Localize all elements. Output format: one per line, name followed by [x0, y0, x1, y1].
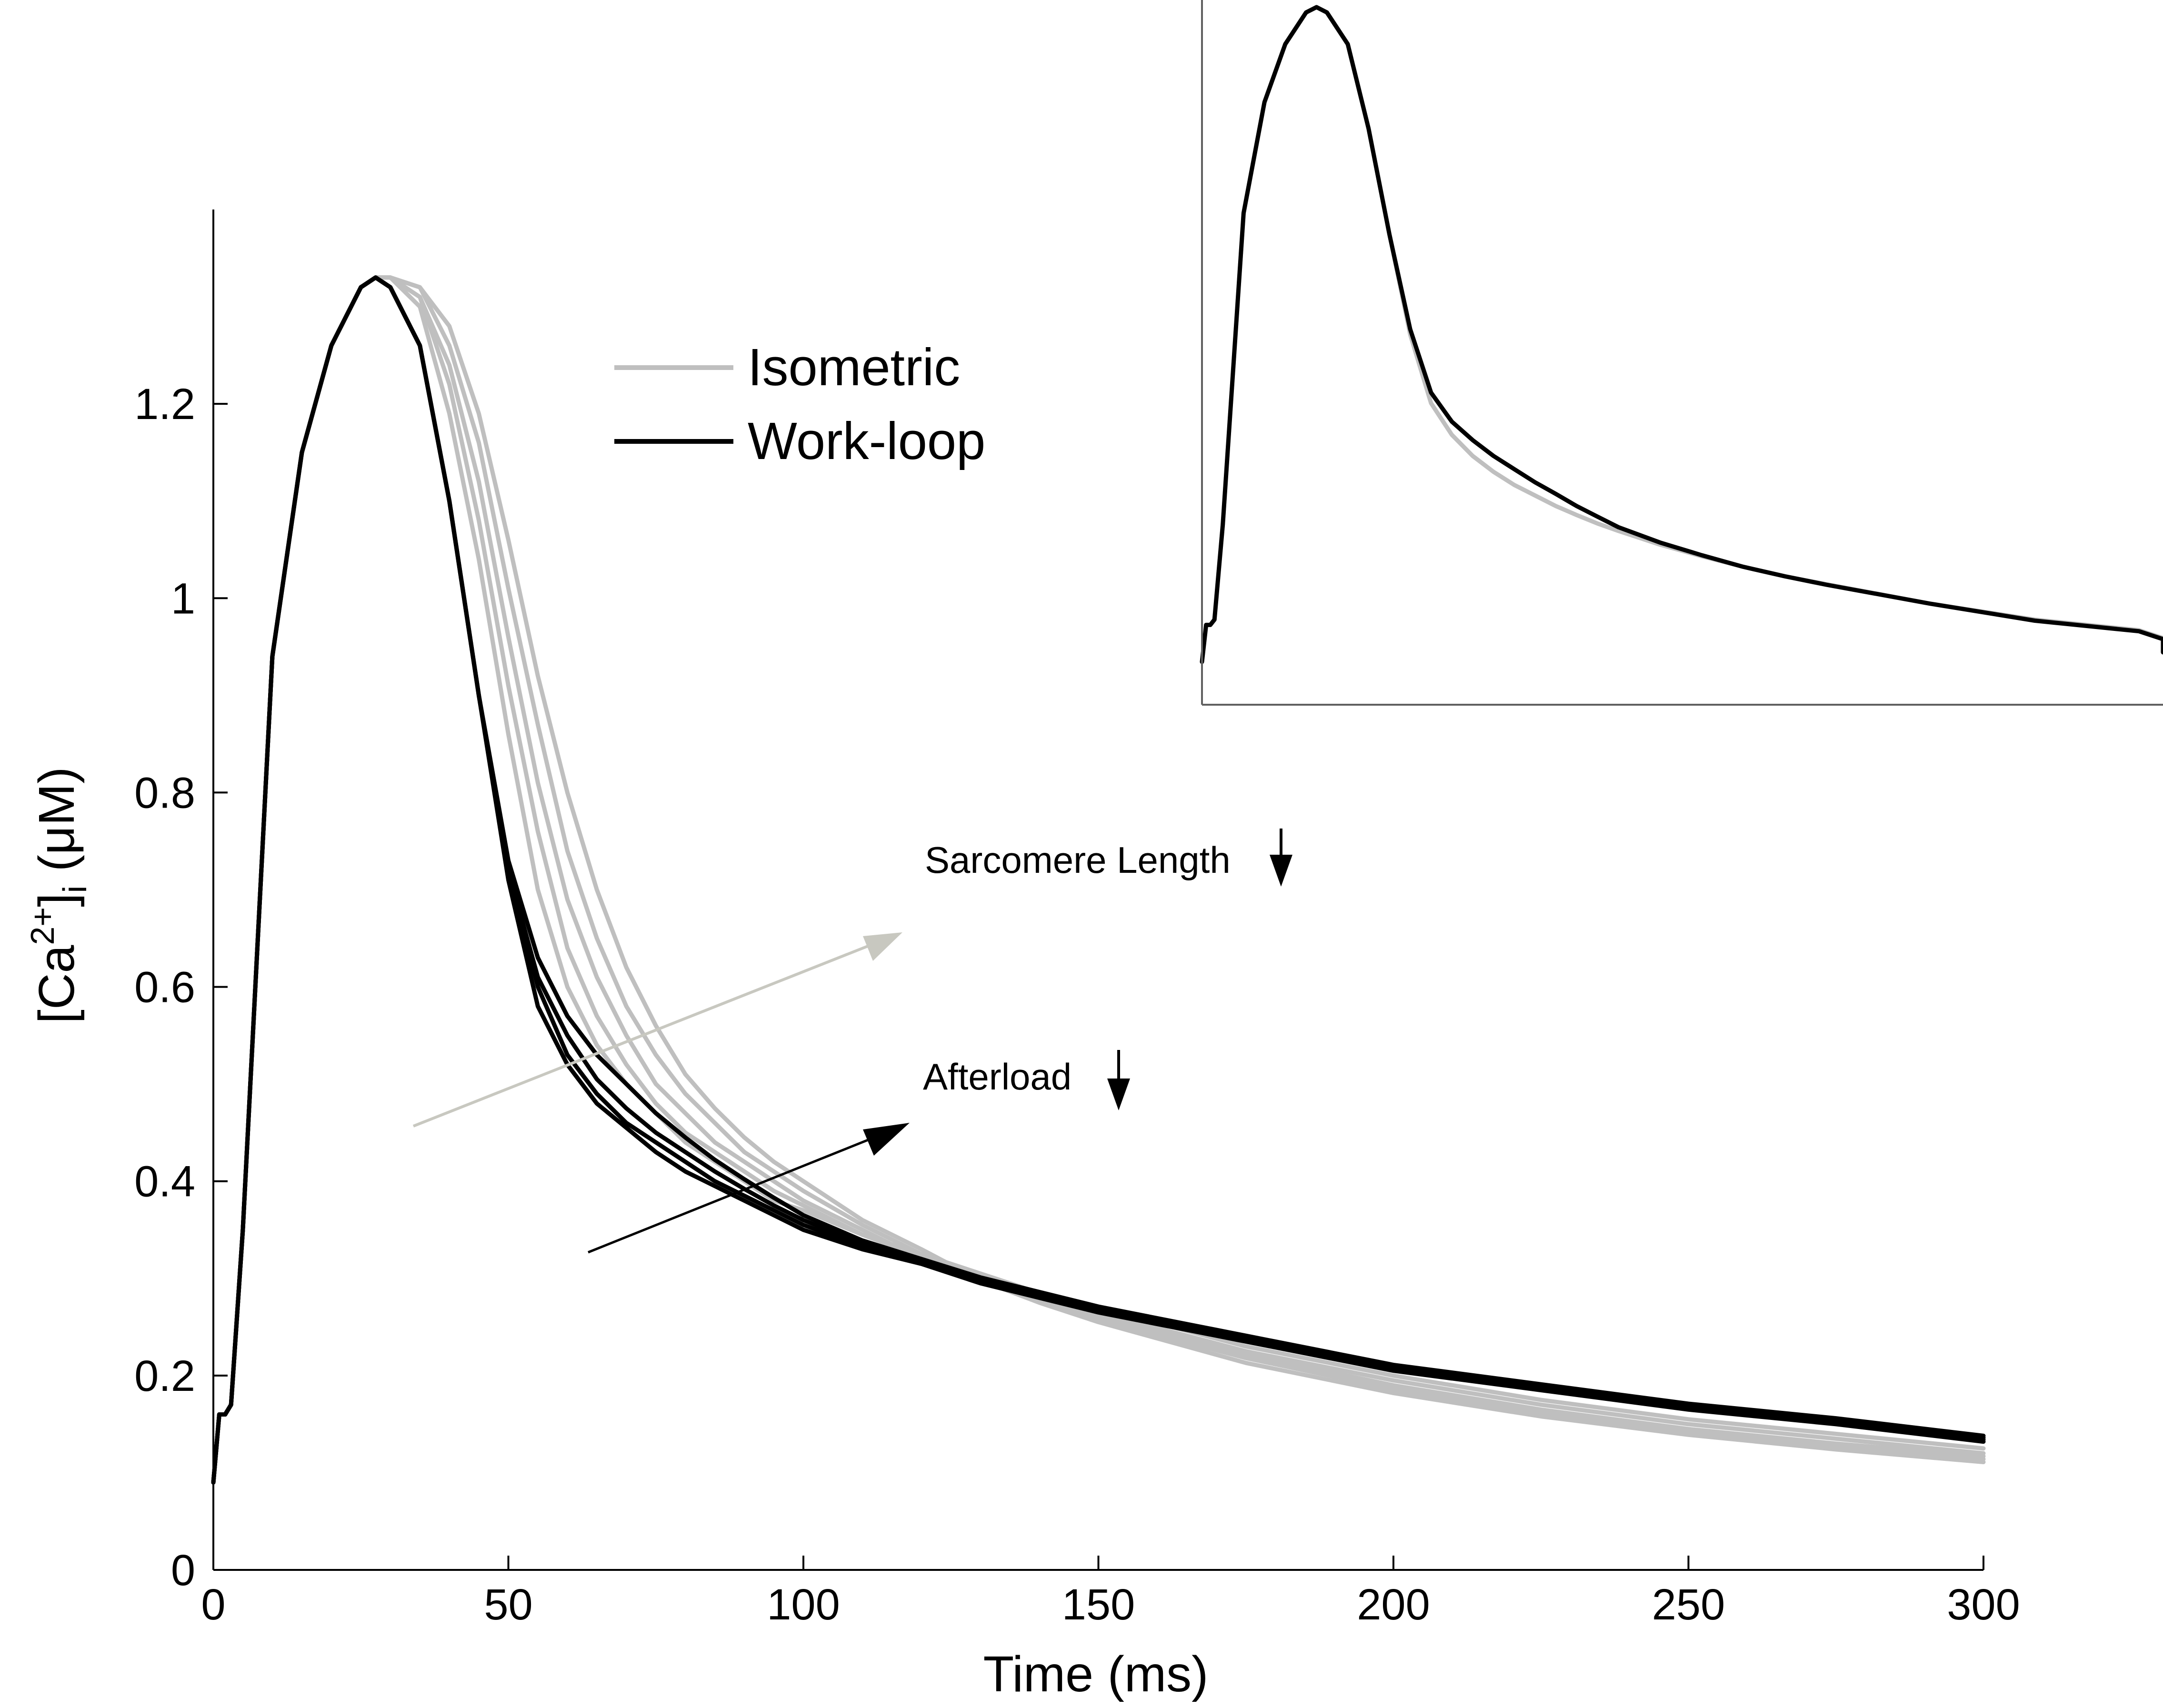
y-tick-label: 0.8	[134, 769, 195, 817]
legend-label-work-loop: Work-loop	[748, 412, 985, 470]
x-tick-label: 200	[1357, 1580, 1430, 1629]
annotations: Sarcomere Length Afterload	[412, 829, 1292, 1254]
inset-axes	[1201, 0, 2163, 706]
x-tick-label: 100	[767, 1580, 840, 1629]
y-tick-label: 0.2	[134, 1352, 195, 1400]
y-tick-label: 0.4	[134, 1158, 195, 1206]
inset-series-group	[1200, 5, 2163, 664]
x-tick-label: 250	[1652, 1580, 1725, 1629]
y-tick-label: 0.6	[134, 963, 195, 1012]
y-tick-label: 1	[171, 574, 195, 623]
sarcomere-length-trend-arrow	[412, 940, 880, 1128]
x-tick-label: 0	[201, 1580, 225, 1629]
y-axis-title: [Ca2+]i (μM)	[24, 767, 93, 1023]
series-line-work-loop-8	[211, 275, 1986, 1485]
legend-label-isometric: Isometric	[748, 338, 960, 397]
x-tick-label: 300	[1947, 1580, 2020, 1629]
y-tick-group: 0 0.2 0.4 0.6 0.8 1 1.2	[134, 380, 228, 1595]
y-axis-title-bracket: ]	[29, 893, 85, 907]
afterload-trend-arrowhead	[863, 1123, 910, 1156]
afterload-label: Afterload	[923, 1056, 1071, 1098]
afterload-down-arrowhead	[1107, 1079, 1130, 1110]
x-tick-label: 150	[1062, 1580, 1135, 1629]
main-series-group	[211, 275, 1986, 1485]
sarcomere-length-trend-arrowhead	[863, 932, 902, 961]
inset-background	[1201, 0, 2163, 706]
x-axis-title: Time (ms)	[983, 1646, 1209, 1702]
y-tick-label: 1.2	[134, 380, 195, 429]
legend: Isometric Work-loop	[614, 338, 985, 470]
sarcomere-length-label: Sarcomere Length	[925, 839, 1231, 881]
y-axis-title-unit: (μM)	[29, 767, 85, 885]
x-tick-group: 0 50 100 150 200 250 300	[201, 1556, 2020, 1629]
x-tick-label: 50	[484, 1580, 532, 1629]
main-plot: 0 50 100 150 200 250 300 0 0.2 0.4 0.6 0.8 1 1.2 Tim…	[24, 210, 2020, 1702]
y-tick-label: 0	[171, 1546, 195, 1595]
afterload-trend-arrow	[588, 1134, 879, 1254]
sarcomere-length-down-arrowhead	[1270, 855, 1292, 887]
y-axis-title-subscript: i	[56, 886, 93, 893]
inset-plot	[1200, 0, 2163, 706]
inset-series-line-work-loop	[1200, 5, 2163, 664]
y-axis-title-superscript: 2+	[24, 907, 61, 945]
y-axis-title-base: [Ca	[29, 945, 85, 1024]
